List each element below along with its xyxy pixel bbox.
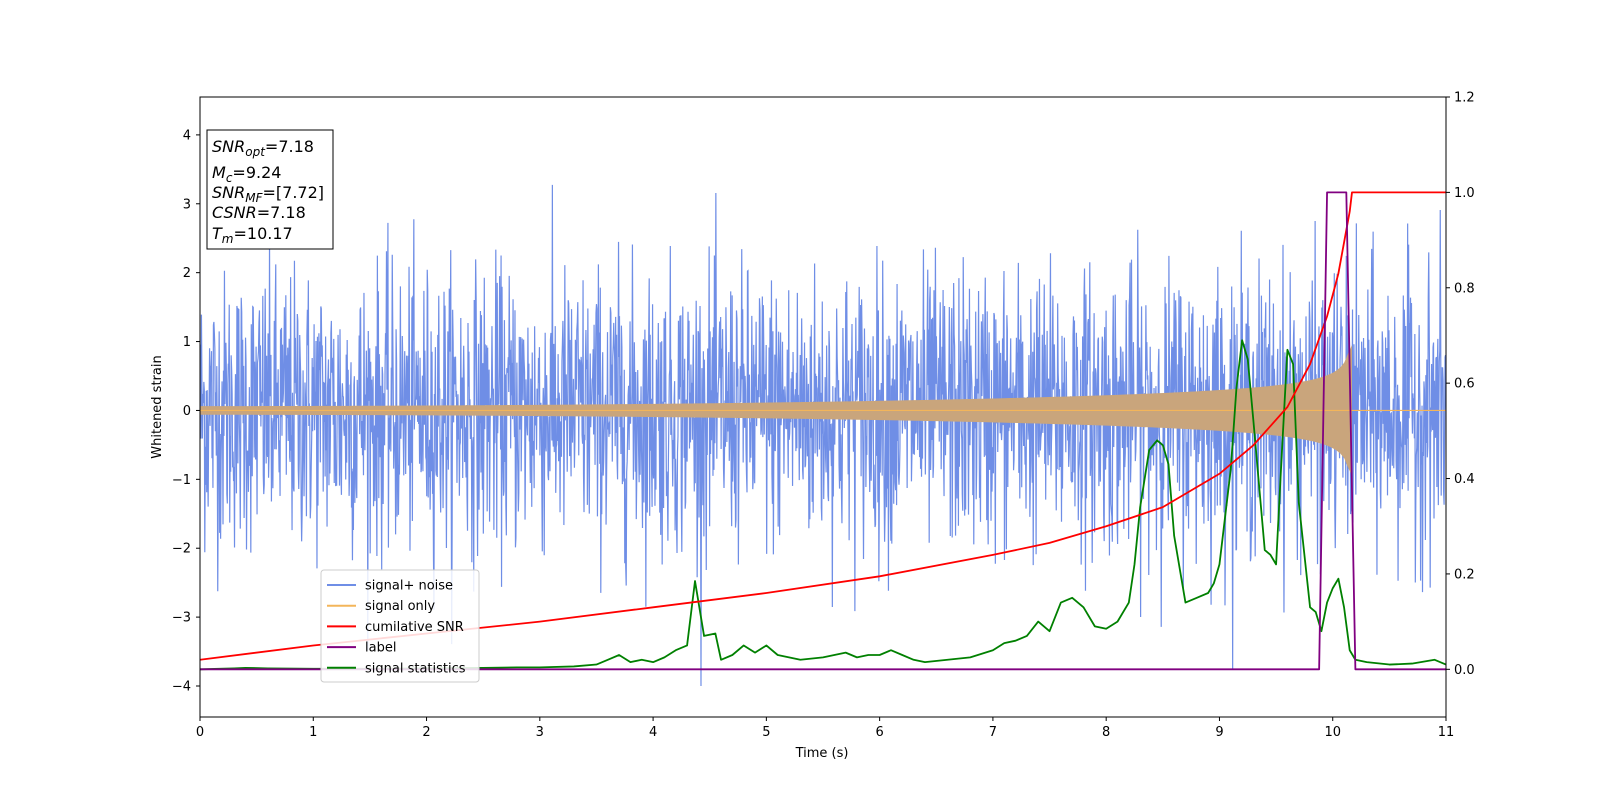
x-tick-label: 7	[989, 725, 997, 740]
series-signal-statistics	[200, 339, 1446, 671]
x-tick-label: 5	[762, 725, 770, 740]
annotation-line: SNRopt=7.18	[212, 137, 314, 159]
annotation-line: CSNR=7.18	[212, 203, 306, 222]
x-tick-label: 2	[422, 725, 430, 740]
legend-entry-label: label	[365, 641, 396, 656]
y-left-tick-label: 4	[183, 128, 191, 143]
x-tick-label: 4	[649, 725, 657, 740]
y-right-tick-label: 0.4	[1454, 472, 1475, 487]
y-right-tick-label: 1.0	[1454, 186, 1475, 201]
legend-entry-label: signal statistics	[365, 661, 466, 676]
x-tick-label: 11	[1438, 725, 1455, 740]
plot-frame	[199, 96, 1447, 718]
y-right-tick-label: 0.6	[1454, 377, 1475, 392]
series-label	[200, 191, 1446, 671]
legend-entry-label: cumilative SNR	[365, 620, 464, 635]
plot-data-layer	[200, 184, 1446, 687]
y-left-tick-label: 2	[183, 266, 191, 281]
x-tick-label: 6	[875, 725, 883, 740]
series-cumulative-snr	[200, 191, 1446, 661]
y-left-tick-label: −3	[172, 611, 191, 626]
y-left-tick-label: 1	[183, 335, 191, 350]
annotation-line: Tm=10.17	[212, 224, 293, 246]
axes-ticks: 0 1 2 3 4 5 6 7 8 9 10 1143210−1−2−3−41.21.00.80.60…	[172, 91, 1475, 741]
x-axis-label: Time (s)	[795, 746, 849, 761]
y-right-tick-label: 0.8	[1454, 281, 1475, 296]
annotation-line: SNRMF=[7.72]	[212, 183, 324, 205]
y-right-tick-label: 0.2	[1454, 567, 1475, 582]
y-left-tick-label: −1	[172, 473, 191, 488]
x-tick-label: 0	[196, 725, 204, 740]
x-tick-label: 3	[536, 725, 544, 740]
y-right-tick-label: 0.0	[1454, 663, 1475, 678]
legend: signal+ noise signal only cumilative SNR la…	[320, 569, 480, 683]
annotation-line: Mc=9.24	[212, 163, 281, 185]
legend-entry-label: signal+ noise	[365, 579, 453, 594]
y-axis-label: Whitened strain	[150, 355, 165, 458]
y-left-tick-label: 0	[183, 404, 191, 419]
x-tick-label: 10	[1324, 725, 1341, 740]
y-left-tick-label: 3	[183, 197, 191, 212]
y-left-tick-label: −4	[172, 680, 191, 695]
x-tick-label: 9	[1215, 725, 1223, 740]
y-left-tick-label: −2	[172, 542, 191, 557]
y-right-tick-label: 1.2	[1454, 91, 1475, 106]
x-tick-label: 1	[309, 725, 317, 740]
x-tick-label: 8	[1102, 725, 1110, 740]
legend-entry-label: signal only	[365, 599, 435, 614]
